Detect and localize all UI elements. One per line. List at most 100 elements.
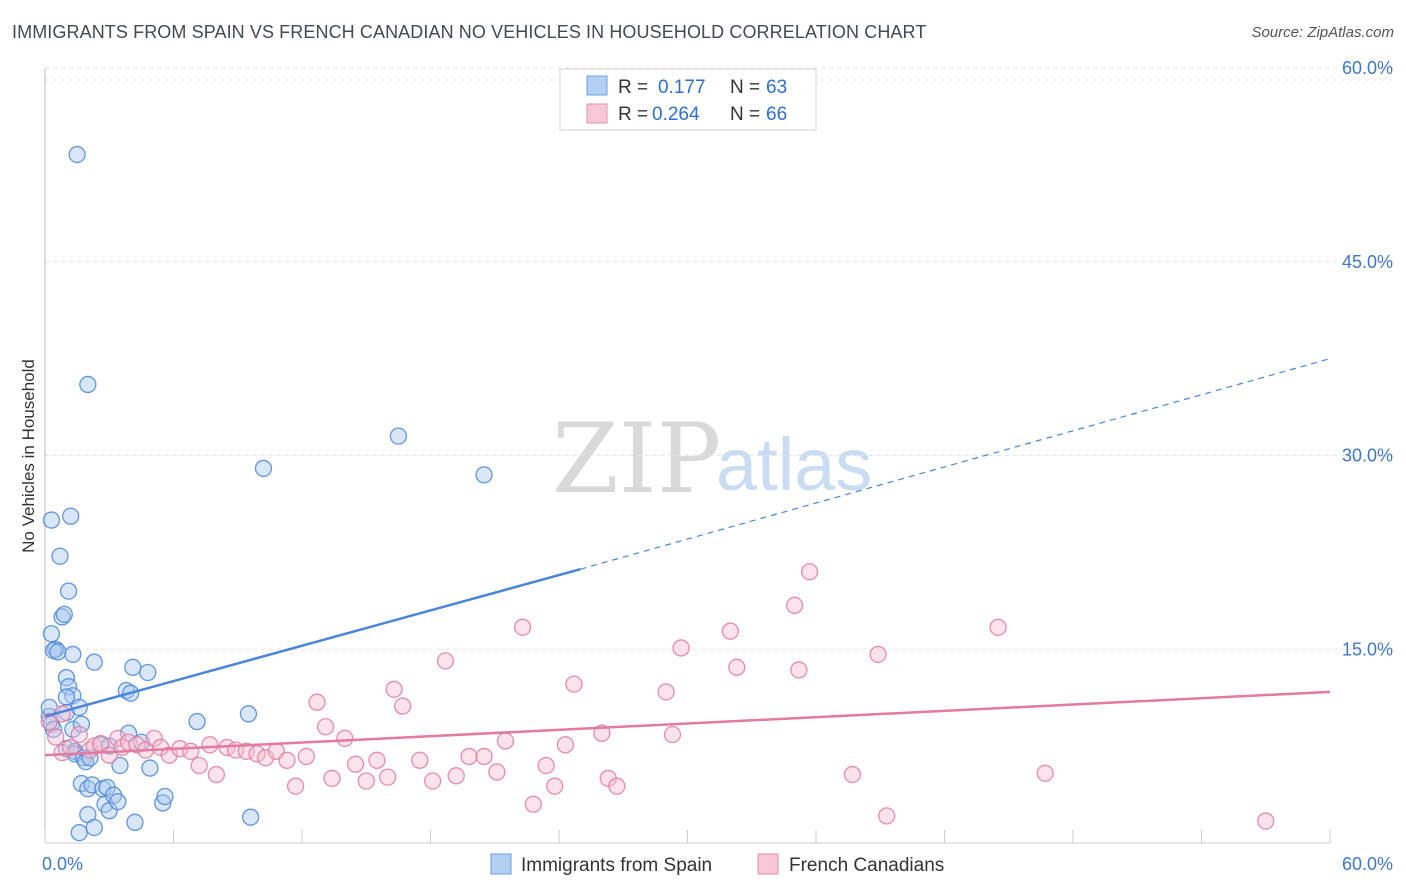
data-point: [201, 736, 219, 754]
x-ticks: [44, 830, 1331, 843]
data-point: [524, 795, 542, 813]
data-point: [565, 675, 583, 693]
data-point: [68, 145, 86, 164]
data-point: [546, 777, 564, 795]
data-point: [537, 756, 555, 775]
series-points-0: [40, 145, 493, 842]
data-point: [85, 818, 103, 837]
data-point: [64, 645, 82, 664]
data-point: [241, 808, 260, 826]
data-point: [308, 693, 326, 711]
data-point: [878, 807, 896, 825]
x-tick-label-max: 60.0%: [1342, 854, 1393, 874]
data-point: [42, 625, 61, 643]
data-point: [436, 652, 455, 670]
data-point: [181, 742, 200, 760]
data-point: [128, 736, 146, 754]
data-point: [423, 772, 442, 790]
y-tick-labels: 15.0% 30.0% 45.0% 60.0%: [1342, 58, 1393, 659]
data-point: [85, 653, 103, 671]
data-point: [475, 466, 493, 484]
watermark: ZIP atlas: [552, 403, 872, 515]
data-point: [1257, 812, 1275, 830]
legend-swatch-spain: [586, 75, 608, 96]
data-point: [785, 596, 804, 614]
data-point: [379, 768, 397, 786]
data-point: [59, 678, 78, 696]
series-legend-swatch-spain: [490, 853, 512, 875]
series-layer: [40, 145, 1331, 842]
data-point: [119, 724, 138, 742]
data-point: [70, 725, 88, 744]
series-legend-label-spain: Immigrants from Spain: [521, 855, 712, 876]
data-point: [141, 759, 159, 777]
data-point: [488, 763, 506, 781]
data-point: [790, 661, 808, 679]
data-point: [368, 751, 386, 769]
data-point: [672, 639, 690, 657]
data-point: [40, 712, 58, 731]
data-point: [1036, 764, 1054, 782]
legend-n-label-french-canadians: N =: [730, 104, 760, 125]
legend-r-value-french-canadians: 0.264: [652, 104, 700, 125]
legend-r-label-spain: R =: [618, 77, 648, 98]
data-point: [800, 563, 819, 581]
series-legend-label-french-canadians: French Canadians: [789, 855, 944, 876]
data-point: [608, 777, 626, 795]
data-point: [139, 663, 157, 682]
data-point: [53, 608, 71, 626]
data-point: [124, 658, 142, 676]
chart-title: IMMIGRANTS FROM SPAIN VS FRENCH CANADIAN…: [12, 22, 927, 42]
data-point: [254, 459, 273, 478]
data-point: [51, 547, 69, 565]
data-point: [336, 729, 354, 748]
watermark-zip: ZIP: [552, 403, 721, 515]
data-point: [843, 765, 862, 784]
data-point: [49, 643, 67, 661]
data-point: [207, 765, 225, 784]
data-point: [53, 743, 71, 762]
data-point: [657, 683, 675, 701]
data-point: [297, 747, 315, 766]
data-point: [126, 813, 144, 831]
trend-line-extension: [580, 358, 1331, 570]
data-point: [389, 427, 408, 445]
y-tick-label: 30.0%: [1342, 446, 1393, 466]
data-point: [156, 787, 174, 806]
data-point: [237, 742, 255, 760]
data-point: [239, 705, 258, 723]
data-point: [154, 794, 172, 812]
data-point: [460, 747, 478, 766]
series-points-1: [40, 563, 1275, 830]
data-point: [394, 697, 412, 715]
data-point: [385, 680, 403, 698]
data-point: [47, 728, 65, 746]
data-point: [278, 751, 296, 769]
trend-line: [44, 567, 581, 718]
series-legend-swatch-french-canadians: [757, 853, 779, 875]
legend-n-value-french-canadians: 66: [766, 104, 787, 125]
data-point: [989, 618, 1007, 636]
data-point: [190, 756, 208, 775]
data-point: [316, 718, 335, 736]
data-point: [70, 824, 88, 842]
data-point: [256, 749, 275, 767]
legend-swatch-french-canadians: [586, 103, 608, 124]
data-point: [728, 658, 746, 676]
data-point: [869, 645, 887, 664]
data-point: [411, 751, 429, 769]
data-point: [72, 715, 91, 733]
y-tick-label: 45.0%: [1342, 252, 1393, 272]
watermark-atlas: atlas: [716, 423, 872, 506]
series-legend: Immigrants from Spain French Canadians: [490, 853, 944, 876]
data-point: [62, 507, 80, 525]
correlation-legend: R = 0.177 N = 63 R = 0.264 N = 66: [559, 68, 817, 131]
data-point: [145, 729, 163, 748]
source-credit: Source: ZipAtlas.com: [1251, 24, 1394, 41]
data-point: [323, 769, 341, 788]
data-point: [593, 724, 611, 742]
data-point: [286, 777, 305, 795]
y-axis-title: No Vehicles in Household: [19, 359, 38, 553]
data-point: [188, 712, 206, 731]
